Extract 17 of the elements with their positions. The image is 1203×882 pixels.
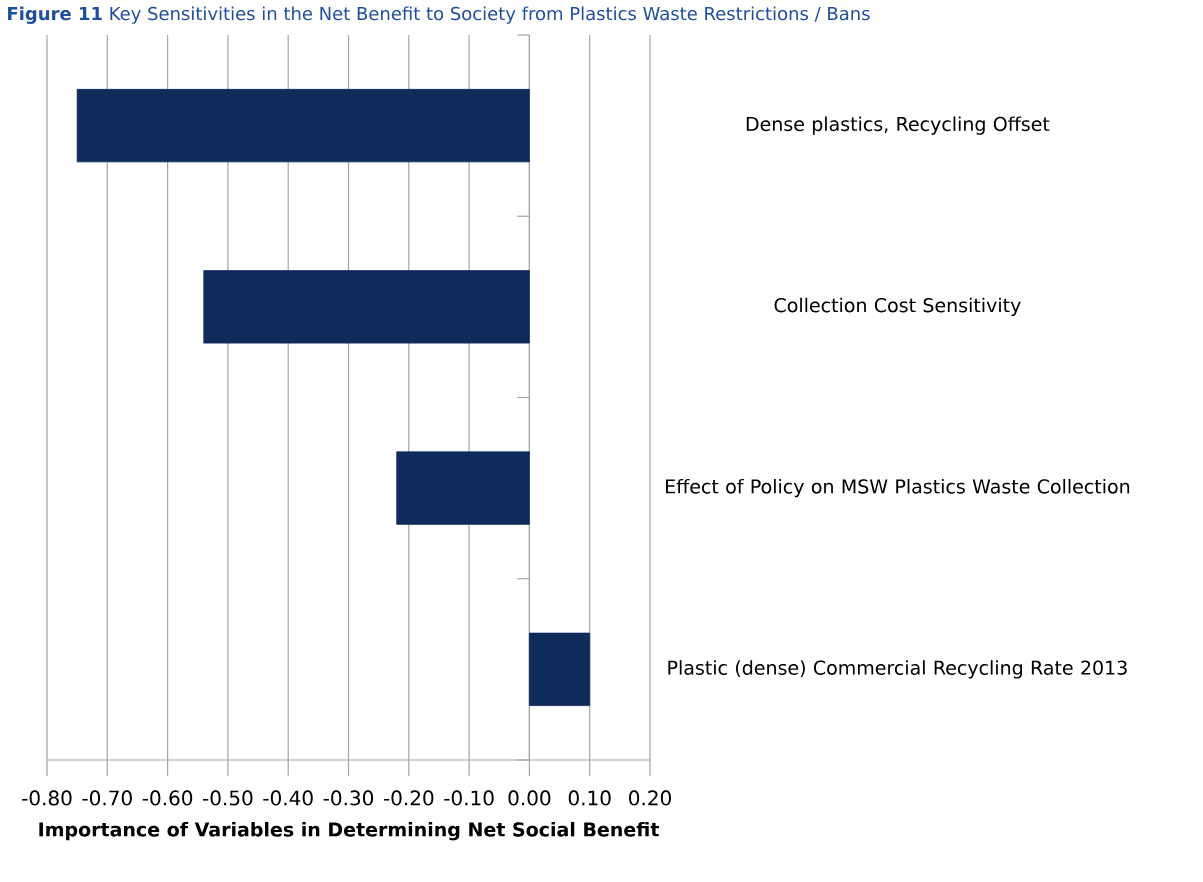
y-tick-label: Effect of Policy on MSW Plastics Waste Collection [666,478,1130,498]
x-tick-label: -0.10 [444,790,494,806]
y-tick-label: Dense plastics, Recycling Offset [746,116,1050,135]
x-tick-label: 0.00 [508,790,551,806]
x-tick-label: -0.30 [323,790,374,806]
chart-title: Figure 11 Key Sensitivities in the Net Benefit to Society from Plastics Waste Restrictions / Bans [8,6,870,24]
y-tick-label: Plastic (dense) Commercial Recycling Rate 2013 [668,660,1127,679]
x-tick-label: -0.20 [383,790,434,806]
x-tick-label: -0.40 [263,790,313,806]
x-tick-label: -0.70 [82,790,132,806]
x-tick-label: -0.60 [142,790,193,806]
x-tick-label: 0.10 [568,790,611,806]
x-tick-label: 0.20 [629,790,671,806]
x-tick-label: -0.80 [22,790,72,806]
x-tick-label: -0.50 [203,790,253,806]
y-tick-label: Collection Cost Sensitivity [774,297,1021,317]
x-axis-title: Importance of Variables in Determining Net Social Benefit [39,821,659,841]
